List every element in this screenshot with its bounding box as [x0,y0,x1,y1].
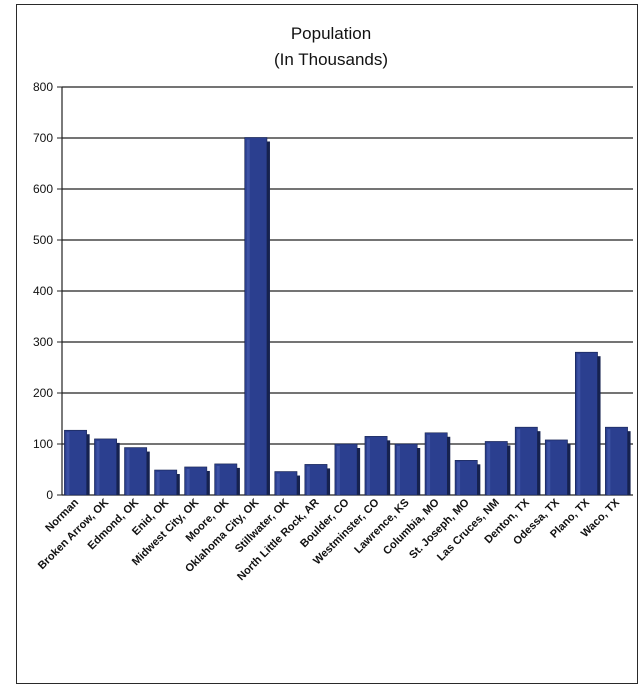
bar [244,137,270,496]
bar-face [274,471,298,496]
y-tick-label: 800 [33,80,53,94]
bar-face [484,441,508,496]
bar-highlight [336,446,340,495]
bar [544,439,571,496]
bar [394,443,421,496]
bar-face [514,426,538,496]
y-tick-label: 600 [33,182,53,196]
chart-subtitle: (In Thousands) [274,50,388,69]
bar [94,438,120,496]
bar-face [424,432,448,496]
bar [334,443,361,496]
bar-face [214,463,238,496]
bar [514,426,541,496]
bar-face [94,438,118,496]
bar-face [544,439,568,496]
bar-highlight [96,440,100,495]
bar [184,466,210,496]
bar-face [394,443,418,496]
chart-frame [16,4,638,684]
bar [304,464,331,496]
bar-face [574,351,598,496]
bar-highlight [427,434,431,495]
y-tick-label: 100 [33,437,53,451]
bar-highlight [216,465,220,495]
bar-face [244,137,268,496]
y-tick-labels: 0 100 200 300 400 500 600 700 800 [33,80,53,502]
bar-face [304,464,328,496]
bar-face [605,426,628,496]
bar-highlight [457,462,461,495]
bar-highlight [366,438,370,495]
bar-highlight [577,354,581,495]
bar [605,426,631,496]
bar [424,432,451,496]
bar [574,351,601,496]
bar-highlight [396,446,400,495]
bar-highlight [246,139,250,496]
bar-highlight [66,432,70,495]
bar [454,460,481,496]
y-tick-label: 500 [33,233,53,247]
bar-face [154,469,178,496]
bar-highlight [156,472,160,495]
bar [64,429,90,496]
y-tick-label: 300 [33,335,53,349]
bar [364,436,391,496]
bar-highlight [517,429,521,495]
bar-face [334,443,358,496]
bar-highlight [487,443,491,495]
y-tick-label: 400 [33,284,53,298]
bar-face [124,447,148,496]
bar-face [184,466,208,496]
bar-highlight [126,449,130,495]
bar-highlight [306,466,310,495]
bar-face [454,460,478,496]
bar [274,471,301,496]
bar [124,447,150,496]
y-tick-label: 200 [33,386,53,400]
bars [64,137,631,496]
gridlines [57,86,633,496]
bar-highlight [607,429,611,495]
bar-face [364,436,388,496]
bar-highlight [186,468,190,495]
bar [214,463,240,496]
bar-highlight [276,473,280,495]
bar [154,469,180,496]
bar-highlight [547,441,551,495]
bar-face [64,429,87,496]
bar [484,441,511,496]
chart-title: Population [291,24,371,43]
y-tick-label: 0 [46,488,53,502]
y-tick-label: 700 [33,131,53,145]
